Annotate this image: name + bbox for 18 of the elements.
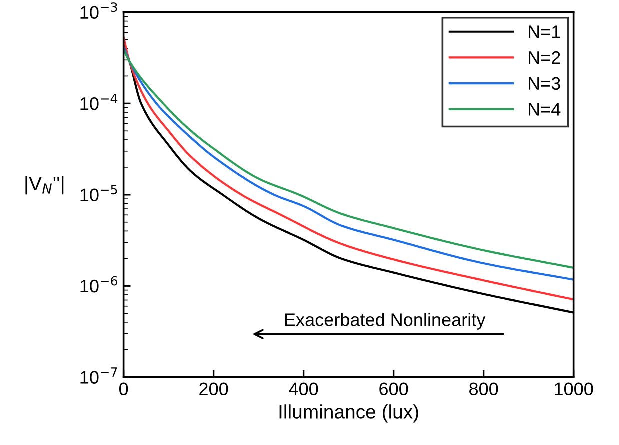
legend-label: N=2 [529,51,560,64]
y-tick-label: 10$^{−3}$ [80,2,118,20]
x-tick-label: 400 [289,382,318,396]
y-axis-title: |V$_{N}$''| [26,176,64,195]
x-tick-label: 800 [470,382,498,396]
legend-label: N=3 [529,77,560,90]
x-tick-label: 1000 [555,382,594,396]
y-tick-label: 10$^{−4}$ [80,94,118,110]
x-tick-label: 0 [119,382,128,396]
legend-label: N=4 [529,103,561,116]
y-tick-label: 10$^{−7}$ [80,368,118,384]
x-tick-label: 600 [380,382,408,396]
annotation: Exacerbated Nonlinearity [285,313,486,330]
legend-label: N=1 [529,26,560,38]
x-tick-label: 200 [200,382,228,396]
y-tick-label: 10$^{−5}$ [80,185,118,202]
x-axis-title: Illuminance (lux) [280,404,418,423]
y-tick-label: 10$^{−6}$ [80,276,118,293]
